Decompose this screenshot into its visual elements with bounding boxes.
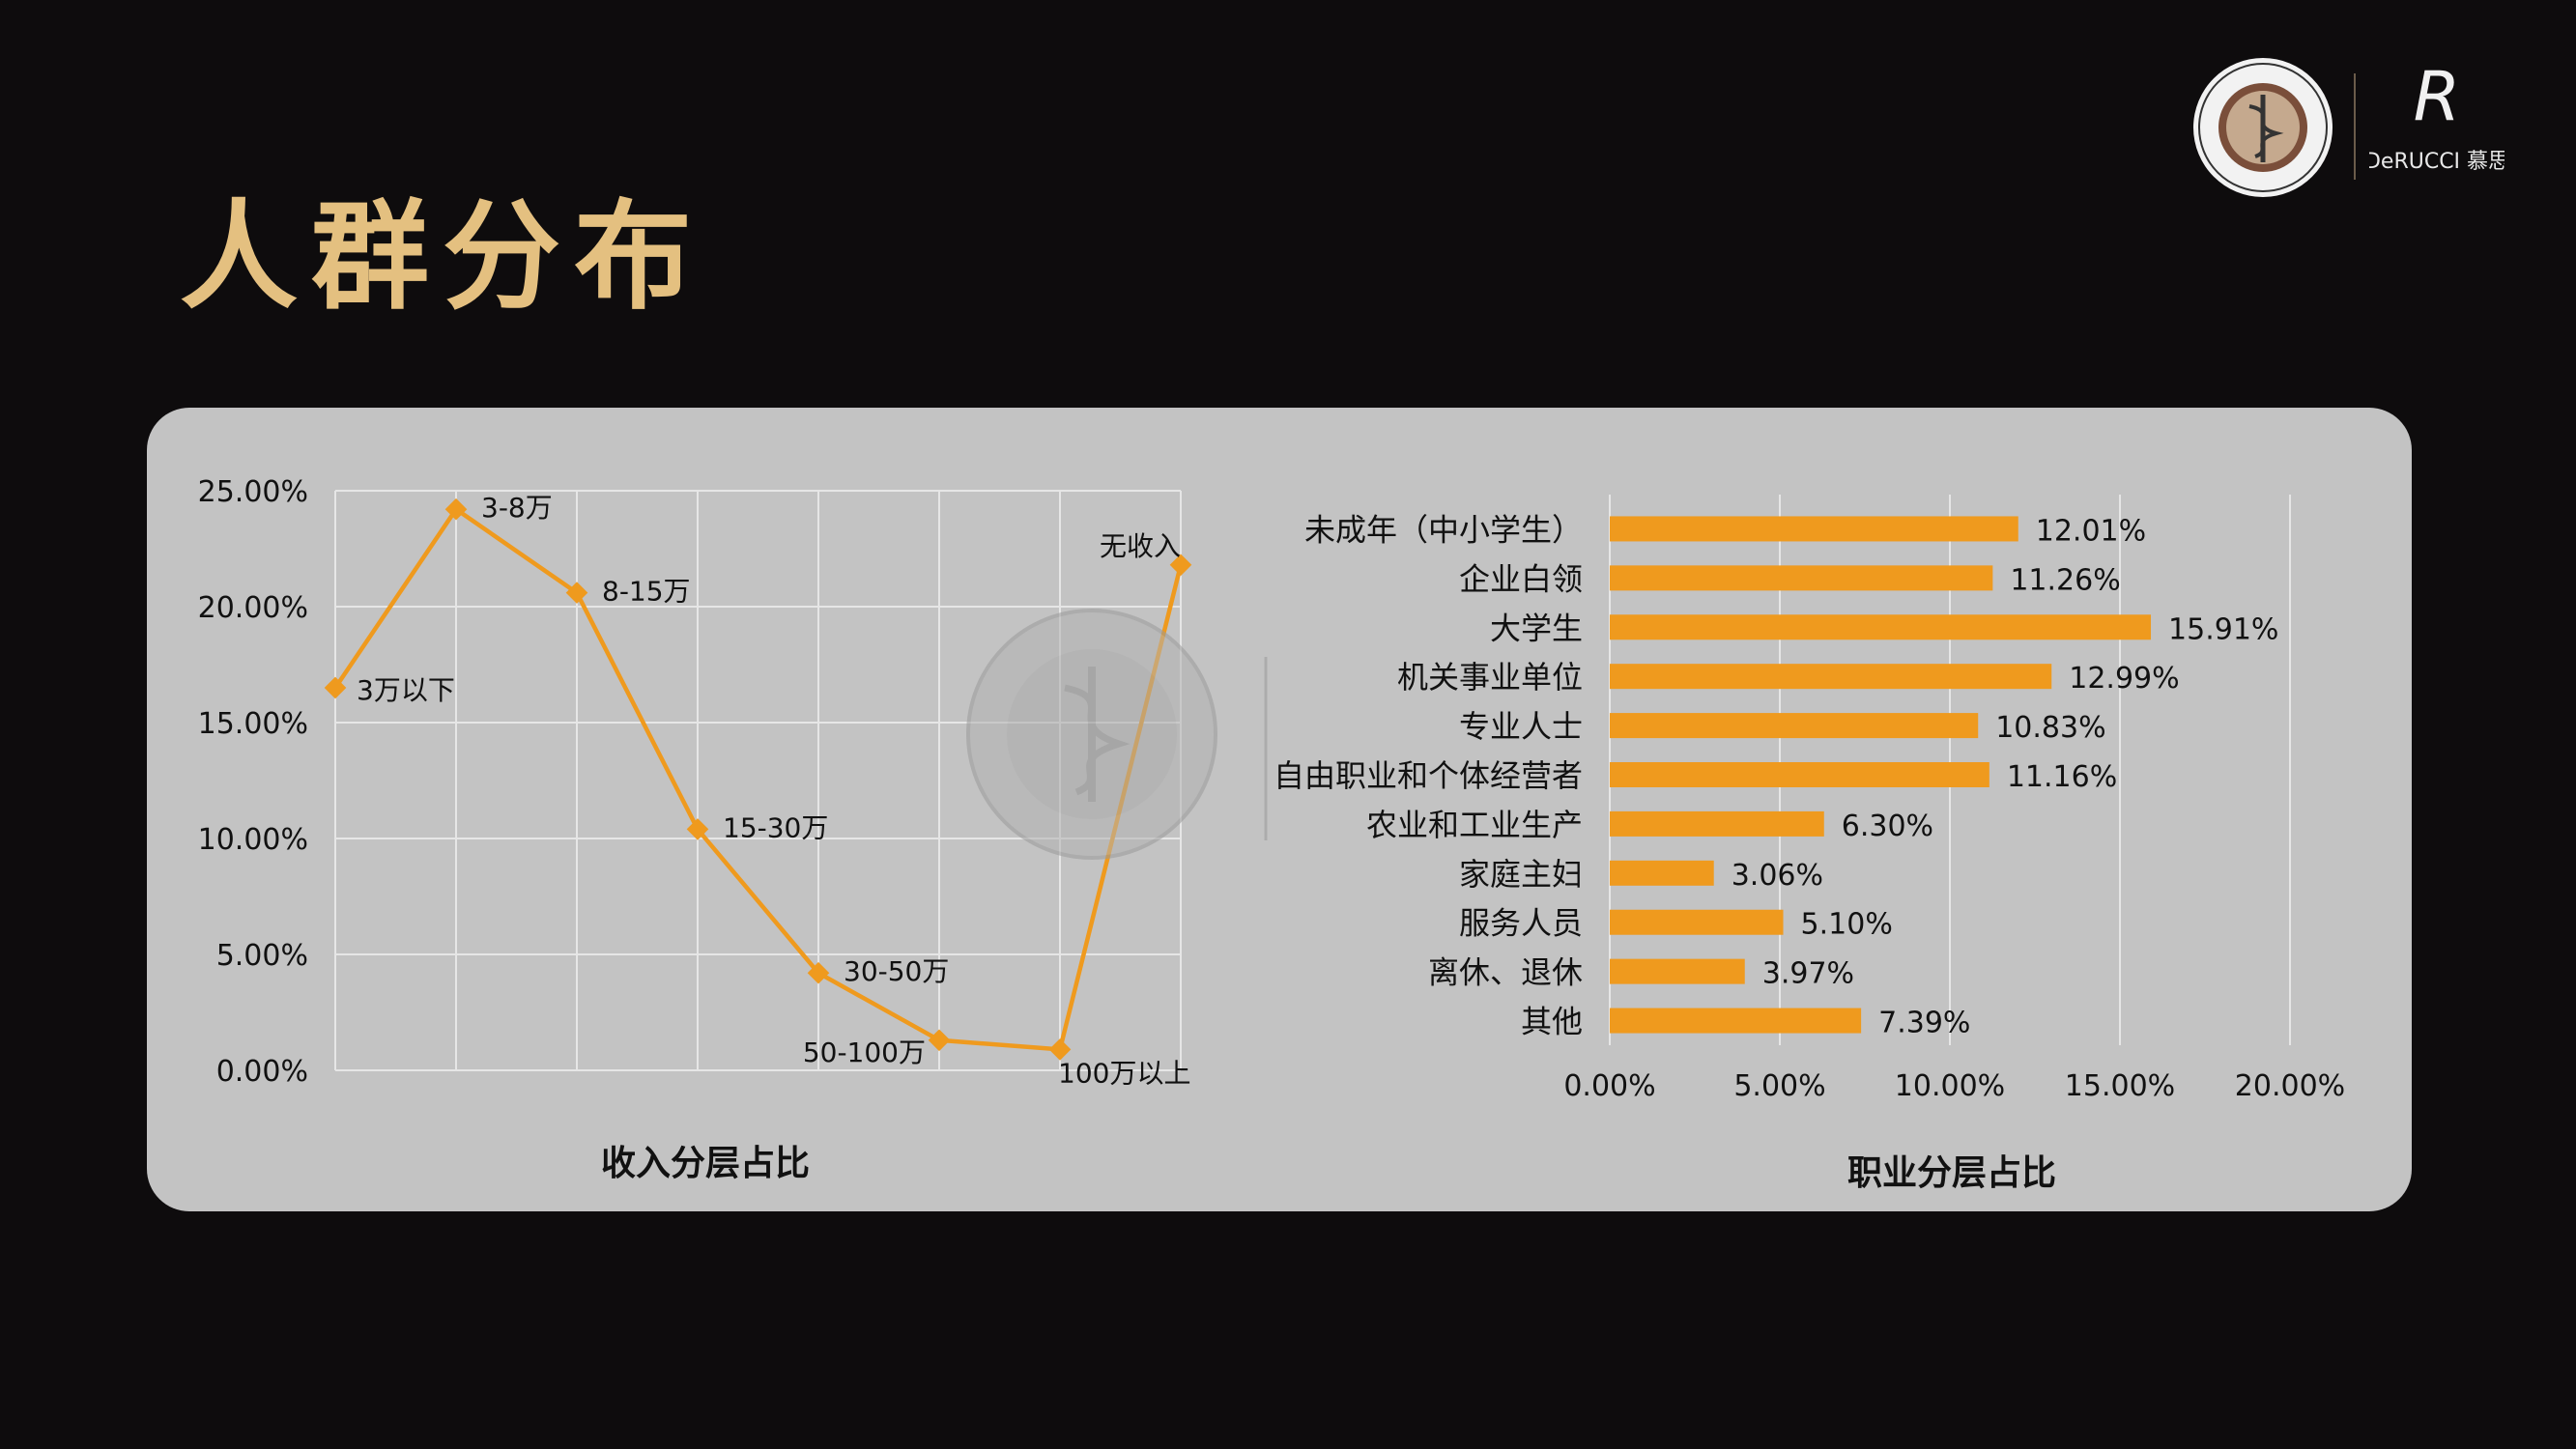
occupation-value-label: 3.97% — [1762, 957, 1854, 991]
income-y-tick-label: 15.00% — [198, 707, 308, 741]
logo-divider — [2354, 73, 2356, 180]
income-series-line — [333, 506, 1184, 1052]
occupation-bar — [1610, 614, 2152, 640]
income-category-label: 8-15万 — [602, 576, 691, 608]
watermark-logo — [966, 609, 1268, 860]
occupation-x-tick-label: 20.00% — [2235, 1069, 2345, 1103]
income-data-point — [1048, 1038, 1072, 1061]
income-y-tick-label: 25.00% — [198, 475, 308, 509]
occupation-bar — [1610, 958, 1745, 984]
occupation-value-label: 6.30% — [1842, 810, 1933, 843]
income-data-point — [565, 582, 588, 604]
page-title: 人群分布 — [180, 188, 705, 326]
occupation-category-label: 大学生 — [1490, 610, 1583, 646]
occupation-value-label: 12.01% — [2036, 514, 2146, 548]
occupation-category-label: 家庭主妇 — [1459, 856, 1583, 893]
income-category-label: 无收入 — [1100, 530, 1181, 562]
income-chart-title: 收入分层占比 — [600, 1144, 810, 1183]
occupation-value-label: 15.91% — [2168, 612, 2278, 646]
occupation-category-label: 专业人士 — [1459, 708, 1583, 745]
svg-text:DeRUCCI 慕思: DeRUCCI 慕思 — [2369, 150, 2504, 174]
income-category-label: 3-8万 — [481, 492, 553, 524]
derucci-brand-logo: R DeRUCCI 慕思 — [2369, 57, 2504, 174]
income-y-tick-label: 10.00% — [198, 823, 308, 857]
occupation-chart-title: 职业分层占比 — [1846, 1153, 2056, 1193]
occupation-value-label: 10.83% — [1995, 711, 2105, 745]
occupation-value-label: 7.39% — [1878, 1007, 1970, 1040]
occupation-category-label: 农业和工业生产 — [1366, 807, 1583, 843]
occupation-category-label: 其他 — [1521, 1004, 1583, 1040]
occupation-value-label: 5.10% — [1801, 908, 1893, 942]
occupation-category-label: 自由职业和个体经营者 — [1274, 757, 1583, 794]
income-y-tick-label: 0.00% — [216, 1055, 308, 1089]
income-category-label: 15-30万 — [723, 811, 828, 843]
charts-panel: 0.00% 5.00% 10.00% 15.00% 20.00% 25.00% 3万以下 3-… — [147, 408, 2412, 1211]
occupation-bar — [1610, 565, 1993, 591]
occupation-x-tick-label: 0.00% — [1563, 1069, 1655, 1103]
occupation-bar — [1610, 909, 1784, 935]
occupation-bar — [1610, 713, 1979, 739]
charts-svg: 0.00% 5.00% 10.00% 15.00% 20.00% 25.00% 3万以下 3-… — [198, 475, 2346, 1103]
occupation-category-label: 服务人员 — [1459, 905, 1583, 942]
income-data-point — [928, 1029, 951, 1052]
occupation-bar — [1610, 762, 1989, 787]
occupation-x-tick-label: 5.00% — [1733, 1069, 1825, 1103]
occupation-bar — [1610, 860, 1714, 886]
income-data-point — [686, 818, 709, 840]
income-y-tick-label: 20.00% — [198, 591, 308, 625]
occupation-category-label: 离休、退休 — [1428, 954, 1583, 991]
occupation-category-label: 未成年（中小学生） — [1304, 511, 1583, 548]
occupation-value-label: 11.16% — [2007, 760, 2117, 794]
occupation-bar — [1610, 810, 1824, 837]
occupation-x-tick-label: 15.00% — [2065, 1069, 2175, 1103]
occupation-value-label: 11.26% — [2010, 563, 2120, 597]
income-category-label: 50-100万 — [803, 1037, 926, 1068]
income-category-label: 3万以下 — [357, 674, 455, 706]
sleep-society-seal-logo — [2193, 58, 2333, 197]
income-y-tick-label: 5.00% — [216, 939, 308, 973]
occupation-category-label: 机关事业单位 — [1397, 659, 1583, 696]
svg-text:R: R — [2414, 57, 2461, 136]
income-data-point — [807, 961, 830, 984]
occupation-category-label: 企业白领 — [1459, 560, 1583, 597]
occupation-value-label: 3.06% — [1732, 859, 1823, 893]
occupation-x-tick-label: 10.00% — [1895, 1069, 2005, 1103]
income-category-label: 100万以上 — [1058, 1057, 1190, 1089]
occupation-bar-chart: 0.00% 5.00% 10.00% 15.00% 20.00% 未成年（中小学生） 12.… — [1274, 495, 2345, 1103]
occupation-value-label: 12.99% — [2069, 662, 2179, 696]
occupation-bar — [1610, 1008, 1862, 1034]
occupation-bar — [1610, 664, 2052, 690]
income-category-label: 30-50万 — [844, 955, 949, 987]
occupation-bar — [1610, 516, 2018, 542]
